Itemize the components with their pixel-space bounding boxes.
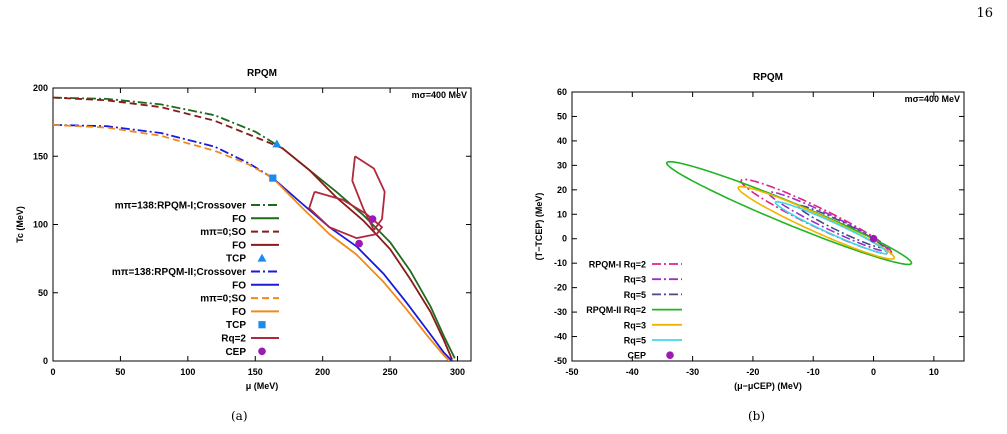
- y-tick-label: 50: [38, 288, 48, 298]
- legend-label: Rq=3: [624, 320, 646, 330]
- legend-label: mπ=0;SO: [200, 227, 246, 238]
- x-tick-label: 300: [450, 367, 465, 377]
- series-contour: [774, 200, 888, 255]
- y-tick-label: -10: [554, 258, 567, 268]
- legend-marker: [666, 351, 674, 360]
- legend-label: RPQM-I Rq=2: [589, 260, 646, 270]
- series-line: [272, 177, 451, 361]
- mass-annotation: mσ=400 MeV: [412, 90, 467, 100]
- data-point: [355, 239, 363, 248]
- x-tick-label: -20: [746, 367, 759, 377]
- plot-area: [53, 96, 456, 361]
- x-tick-label: 0: [871, 367, 876, 377]
- series-line: [351, 155, 386, 231]
- legend-marker: [257, 253, 267, 262]
- legend-label: CEP: [225, 347, 246, 358]
- legend-label: TCP: [226, 254, 246, 265]
- data-point: [269, 174, 277, 182]
- x-tick-label: 250: [383, 367, 398, 377]
- y-axis-label: Tc (MeV): [15, 206, 25, 243]
- page-number: 16: [976, 6, 993, 21]
- x-tick-label: -40: [626, 367, 639, 377]
- series-line: [308, 190, 383, 239]
- chart-1: -50 -40 -30 -20 -10 0 10 -50 -40 -30 -20 -10 0 10 20 30…: [534, 72, 965, 391]
- y-tick-label: -50: [554, 356, 567, 366]
- legend-label: TCP: [226, 320, 246, 331]
- chart-title: RPQM: [753, 72, 783, 83]
- y-tick-label: 40: [557, 136, 567, 146]
- series-line: [53, 96, 283, 149]
- x-tick-label: -10: [807, 367, 820, 377]
- legend-label: CEP: [627, 351, 646, 361]
- y-tick-label: -40: [554, 332, 567, 342]
- legend-label: Rq=5: [624, 290, 646, 300]
- x-tick-label: 10: [929, 367, 939, 377]
- chart-0: 0 50 100 150 200 250 300 0 50 100 150 200 RPQM mσ=400…: [15, 68, 472, 391]
- series-line: [53, 124, 274, 179]
- legend-marker: [258, 347, 266, 356]
- x-tick-label: 50: [115, 367, 125, 377]
- legend-label: FO: [232, 307, 246, 318]
- legend-label: FO: [232, 214, 246, 225]
- legend-label: Rq=2: [221, 334, 246, 345]
- chart-title: RPQM: [247, 68, 277, 79]
- plot-area: [665, 160, 913, 266]
- cep-point: [869, 234, 878, 243]
- legend-label: mπ=0;SO: [200, 294, 246, 305]
- data-point: [368, 215, 377, 223]
- legend-label: mπ=138:RPQM-I;Crossover: [115, 201, 246, 212]
- series-line: [281, 147, 456, 359]
- x-tick-label: -30: [686, 367, 699, 377]
- plot-frame: [52, 87, 472, 362]
- x-tick-label: -50: [565, 367, 578, 377]
- legend-label: FO: [232, 240, 246, 251]
- y-tick-label: 30: [557, 160, 567, 170]
- y-tick-label: -20: [554, 283, 567, 293]
- y-tick-label: 20: [557, 185, 567, 195]
- series-line: [272, 177, 453, 361]
- series-line: [53, 124, 274, 179]
- legend: RPQM-I Rq=2 Rq=3 Rq=5 RPQM-II Rq=2 Rq=3 Rq=5 C…: [586, 260, 682, 361]
- mass-annotation: mσ=400 MeV: [905, 94, 960, 104]
- caption-a: (a): [231, 409, 248, 423]
- legend-label: Rq=3: [624, 275, 646, 285]
- y-tick-label: 0: [43, 356, 48, 366]
- x-axis-label: μ (MeV): [246, 381, 279, 391]
- x-tick-label: 0: [50, 367, 55, 377]
- series-contour: [665, 160, 913, 266]
- y-tick-label: 10: [557, 209, 567, 219]
- x-axis-label: (μ−μCEP) (MeV): [734, 381, 802, 391]
- data-point: [272, 139, 282, 148]
- y-tick-label: 0: [562, 234, 567, 244]
- series-line: [53, 96, 283, 149]
- legend-label: RPQM-II Rq=2: [586, 305, 646, 315]
- y-tick-label: -30: [554, 307, 567, 317]
- x-tick-label: 200: [315, 367, 330, 377]
- series-line: [281, 147, 453, 360]
- y-tick-label: 200: [33, 83, 48, 93]
- y-tick-label: 100: [33, 220, 48, 230]
- legend-label: Rq=5: [624, 336, 646, 346]
- legend-marker: [258, 321, 266, 329]
- x-tick-label: 150: [248, 367, 263, 377]
- caption-b: (b): [748, 409, 766, 423]
- y-axis-label: (T−TCEP) (MeV): [534, 193, 544, 261]
- y-tick-label: 60: [557, 87, 567, 97]
- y-tick-label: 50: [557, 111, 567, 121]
- y-tick-label: 150: [33, 151, 48, 161]
- plot-frame: [571, 91, 965, 362]
- x-tick-label: 100: [180, 367, 195, 377]
- legend-label: mπ=138:RPQM-II;Crossover: [112, 267, 246, 278]
- legend: mπ=138:RPQM-I;Crossover FO mπ=0;SO FO TCP mπ=…: [112, 201, 279, 358]
- legend-label: FO: [232, 280, 246, 291]
